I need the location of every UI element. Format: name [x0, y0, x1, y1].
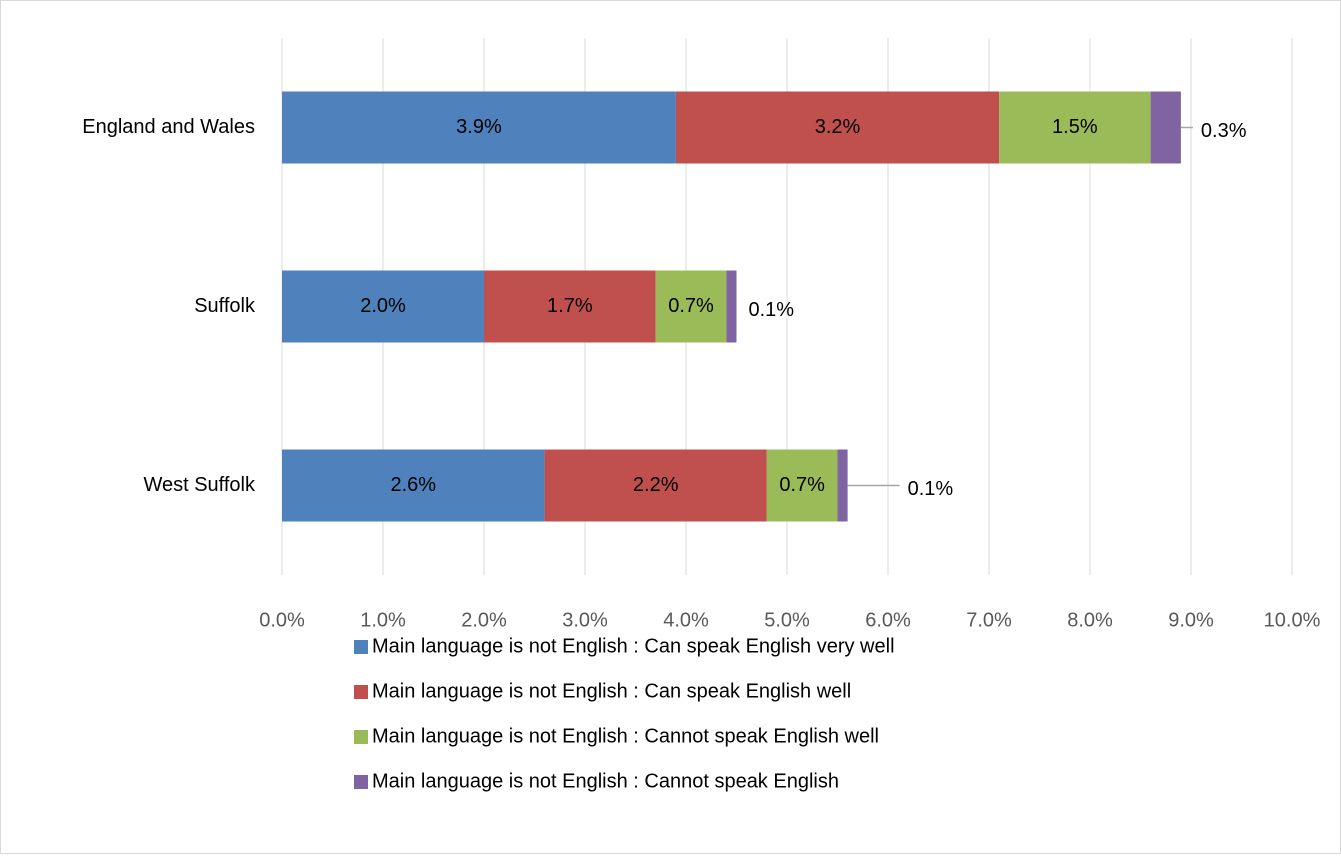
- x-tick-label: 0.0%: [259, 609, 305, 631]
- bar-segment: [1150, 91, 1181, 164]
- legend-label: Main language is not English : Cannot sp…: [372, 770, 839, 792]
- legend-swatch: [354, 640, 368, 654]
- x-tick-label: 8.0%: [1067, 609, 1113, 631]
- bar-segment: [655, 270, 727, 343]
- x-tick-label: 6.0%: [865, 609, 911, 631]
- data-label: 2.0%: [360, 295, 406, 317]
- x-tick-label: 9.0%: [1168, 609, 1214, 631]
- bar-segment: [282, 270, 484, 343]
- data-label: 0.1%: [908, 478, 954, 500]
- data-label: 0.7%: [779, 474, 825, 496]
- data-label: 3.2%: [815, 116, 861, 138]
- legend-label: Main language is not English : Can speak…: [372, 635, 895, 657]
- legend-label: Main language is not English : Cannot sp…: [372, 725, 879, 747]
- bar-segment: [999, 91, 1151, 164]
- data-label: 3.9%: [456, 116, 502, 138]
- data-label: 0.7%: [668, 295, 714, 317]
- legend-swatch: [354, 730, 368, 744]
- data-label: 2.6%: [391, 474, 437, 496]
- legend-swatch: [354, 685, 368, 699]
- legend-label: Main language is not English : Can speak…: [372, 680, 851, 702]
- y-tick-label: Suffolk: [194, 295, 256, 317]
- data-label: 0.1%: [749, 299, 795, 321]
- data-label: 2.2%: [633, 474, 679, 496]
- x-tick-label: 5.0%: [764, 609, 810, 631]
- data-label: 1.5%: [1052, 116, 1098, 138]
- data-label: 0.3%: [1201, 120, 1247, 142]
- y-tick-label: West Suffolk: [143, 474, 256, 496]
- legend-swatch: [354, 775, 368, 789]
- x-tick-label: 2.0%: [461, 609, 507, 631]
- bar-segment: [837, 449, 848, 522]
- x-tick-label: 3.0%: [562, 609, 608, 631]
- bar-segment: [544, 449, 767, 522]
- bar-segment: [484, 270, 656, 343]
- y-tick-label: England and Wales: [82, 116, 255, 138]
- bar-segment: [675, 91, 1000, 164]
- data-label: 1.7%: [547, 295, 593, 317]
- bar-segment: [282, 449, 545, 522]
- bar-segment: [726, 270, 737, 343]
- bar-segment: [766, 449, 838, 522]
- x-tick-label: 10.0%: [1264, 609, 1321, 631]
- x-tick-label: 1.0%: [360, 609, 406, 631]
- x-tick-label: 7.0%: [966, 609, 1012, 631]
- x-tick-label: 4.0%: [663, 609, 709, 631]
- bar-segment: [282, 91, 676, 164]
